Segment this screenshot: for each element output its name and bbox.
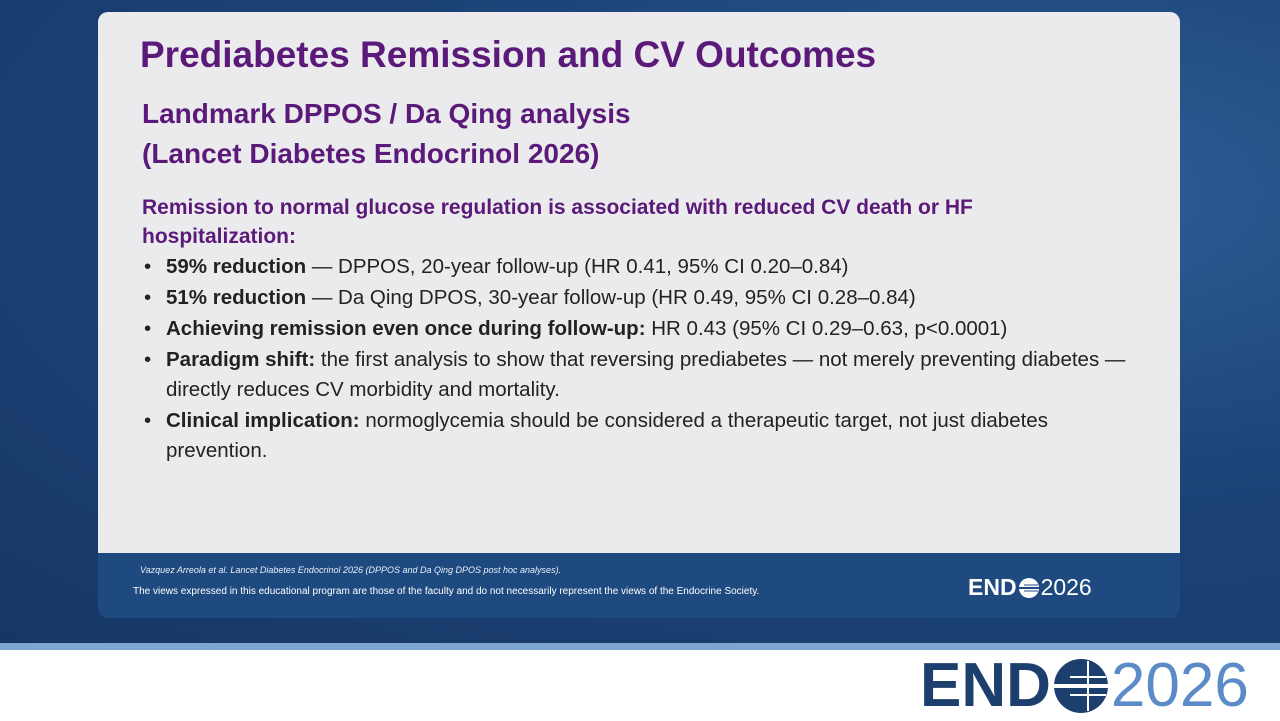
subtitle: Landmark DPPOS / Da Qing analysis xyxy=(142,98,631,129)
content-panel: Prediabetes Remission and CV Outcomes La… xyxy=(98,12,1180,553)
bullet-lead: 59% reduction xyxy=(166,255,307,278)
logo-year: 2026 xyxy=(1110,651,1249,720)
bullet-item: 51% reduction — Da Qing DPOS, 30-year fo… xyxy=(142,283,1132,313)
bullet-text: — Da Qing DPOS, 30-year follow-up (HR 0.… xyxy=(311,286,916,309)
logo-globe xyxy=(1018,577,1039,598)
subtitle: (Lancet Diabetes Endocrinol 2026) xyxy=(142,138,600,169)
logo-brand: END xyxy=(920,651,1051,720)
bullet-text: HR 0.43 (95% CI 0.29–0.63, p<0.0001) xyxy=(651,317,1008,340)
divider-stripe xyxy=(0,643,1280,650)
bullet-item: 59% reduction — DPPOS, 20-year follow-up… xyxy=(142,252,1132,282)
logo-brand: END xyxy=(968,574,1017,600)
bullet-text: — DPPOS, 20-year follow-up (HR 0.41, 95%… xyxy=(311,255,849,278)
bullet-lead: Paradigm shift: xyxy=(166,348,316,371)
bullet-lead: 51% reduction xyxy=(166,286,307,309)
bullet-lead: Achieving remission even once during fol… xyxy=(166,317,646,340)
bullet-list: 59% reduction — DPPOS, 20-year follow-up… xyxy=(142,252,1132,467)
slide-card: Prediabetes Remission and CV Outcomes La… xyxy=(98,12,1180,618)
intro-text: Remission to normal glucose regulation i… xyxy=(142,196,973,248)
bullet-lead: Clinical implication: xyxy=(166,409,360,432)
disclaimer: The views expressed in this educational … xyxy=(133,586,760,597)
logo-globe xyxy=(1053,658,1108,713)
small-logo: END 2026 xyxy=(968,574,1092,601)
citation: Vazquez Arreola et al. Lancet Diabetes E… xyxy=(140,565,562,575)
bullet-text: the first analysis to show that reversin… xyxy=(166,348,1126,401)
bullet-item: Clinical implication: normoglycemia shou… xyxy=(142,406,1132,466)
bullet-text: normoglycemia should be considered a the… xyxy=(166,409,1048,462)
slide-title: Prediabetes Remission and CV Outcomes xyxy=(140,34,877,75)
main-logo: END 2026 xyxy=(920,650,1249,721)
bullet-item: Paradigm shift: the first analysis to sh… xyxy=(142,345,1132,405)
logo-year: 2026 xyxy=(1040,574,1092,600)
bullet-item: Achieving remission even once during fol… xyxy=(142,314,1132,344)
